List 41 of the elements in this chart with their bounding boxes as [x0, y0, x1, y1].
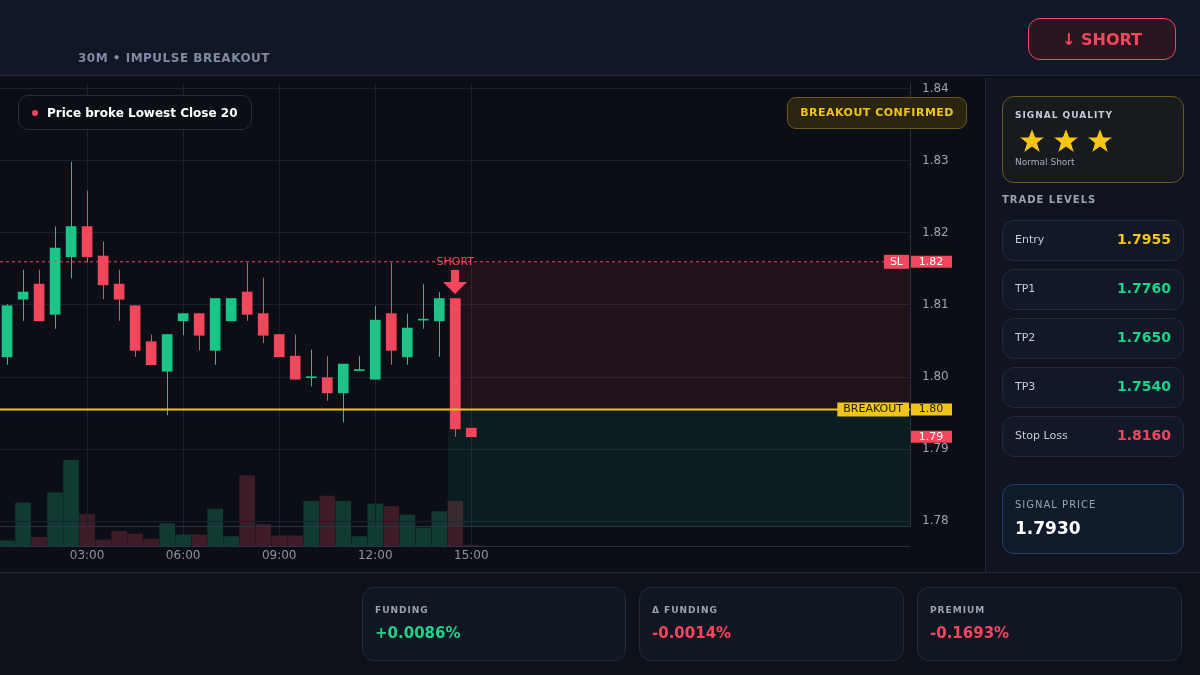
- chart-subtitle: 30M • IMPULSE BREAKOUT: [78, 51, 271, 65]
- y-tick-label: 1.83: [922, 153, 949, 168]
- text: 1.8160: [1116, 427, 1171, 443]
- x-tick-label: 09:00: [261, 548, 297, 563]
- x-tick-label: 15:00: [454, 548, 489, 563]
- x-tick-label: 12:00: [357, 548, 393, 563]
- text: SIGNAL PRICE: [1015, 499, 1097, 510]
- text: SIGNAL QUALITY: [1015, 110, 1113, 120]
- annotation: SHORT: [436, 254, 475, 268]
- text: Entry: [1015, 233, 1045, 246]
- text: TP2: [1015, 331, 1036, 344]
- note-box: Price broke Lowest Close 20: [18, 95, 253, 130]
- text: -0.0014%: [652, 624, 732, 642]
- text: TP1: [1015, 282, 1036, 295]
- text: 1.7650: [1116, 329, 1171, 345]
- text: Stop Loss: [1015, 429, 1068, 442]
- text: Δ FUNDING: [652, 605, 718, 615]
- y-tick-label: 1.81: [922, 297, 949, 312]
- text: 1.7930: [1015, 518, 1081, 538]
- x-tick-label: 06:00: [165, 548, 201, 563]
- y-tick-label: 1.80: [922, 369, 949, 384]
- text: TRADE LEVELS: [1002, 194, 1097, 205]
- text: -0.1693%: [930, 624, 1010, 642]
- text: ↓ SHORT: [1061, 30, 1143, 49]
- y-tick-label: 1.78: [922, 513, 949, 528]
- text: PREMIUM: [930, 605, 986, 615]
- x-tick-label: 03:00: [69, 548, 105, 563]
- text: Normal Short: [1015, 157, 1075, 167]
- annotation: Price broke Lowest Close 20: [47, 105, 238, 120]
- text: 1.7760: [1116, 280, 1171, 296]
- y-tick-label: 1.82: [922, 225, 949, 240]
- text: FUNDING: [375, 605, 429, 615]
- y-tick-label: 1.79: [922, 441, 949, 456]
- text: +0.0086%: [375, 624, 461, 642]
- text: 1.7955: [1116, 231, 1171, 247]
- text: TP3: [1015, 380, 1036, 393]
- annotation: BREAKOUT CONFIRMED: [787, 97, 967, 129]
- y-tick-label: 1.84: [922, 81, 949, 96]
- ref-line-label: SL: [889, 254, 904, 268]
- text: 1.7540: [1116, 378, 1171, 394]
- ref-line-label: BREAKOUT: [843, 402, 904, 416]
